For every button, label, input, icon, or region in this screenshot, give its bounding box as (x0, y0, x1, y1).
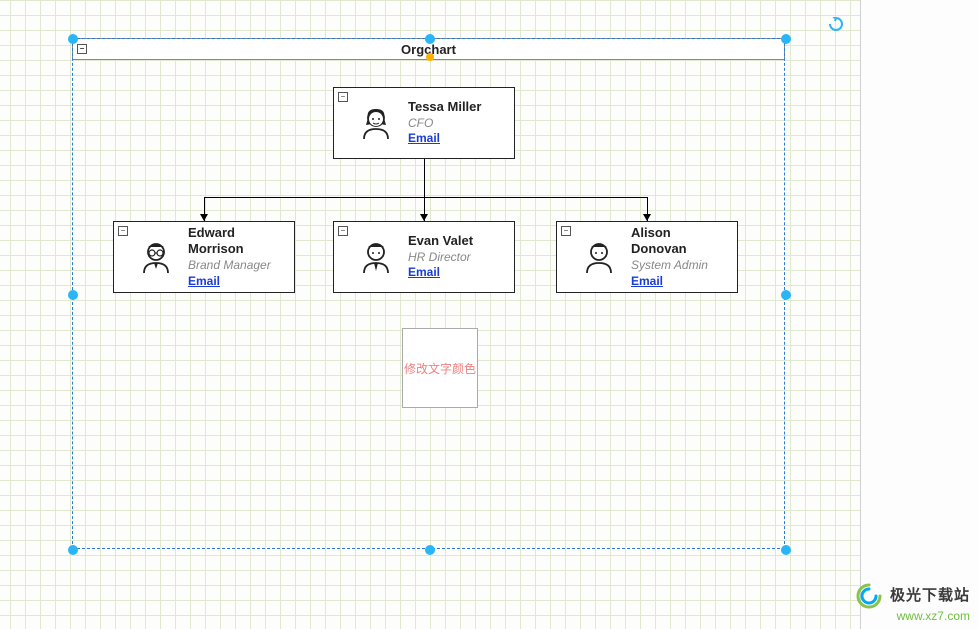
selection-handle[interactable] (425, 545, 435, 555)
selection-handle[interactable] (68, 545, 78, 555)
watermark: 极光下载站 www.xz7.com (856, 583, 970, 623)
selection-handle[interactable] (425, 34, 435, 44)
selection-accent-handle[interactable] (426, 53, 434, 61)
selection-handle[interactable] (68, 290, 78, 300)
rotate-handle-icon[interactable] (829, 17, 843, 31)
watermark-line1: 极光下载站 (890, 587, 970, 604)
watermark-line2: www.xz7.com (856, 609, 970, 623)
selection-handle[interactable] (781, 545, 791, 555)
selection-handle[interactable] (781, 290, 791, 300)
selection-handle[interactable] (781, 34, 791, 44)
selection-handle[interactable] (68, 34, 78, 44)
watermark-swirl-icon (856, 583, 882, 609)
diagram-canvas[interactable]: − Orgchart −Tessa MillerCFOEmail−Edward … (0, 0, 978, 629)
selection-frame[interactable] (72, 38, 785, 549)
